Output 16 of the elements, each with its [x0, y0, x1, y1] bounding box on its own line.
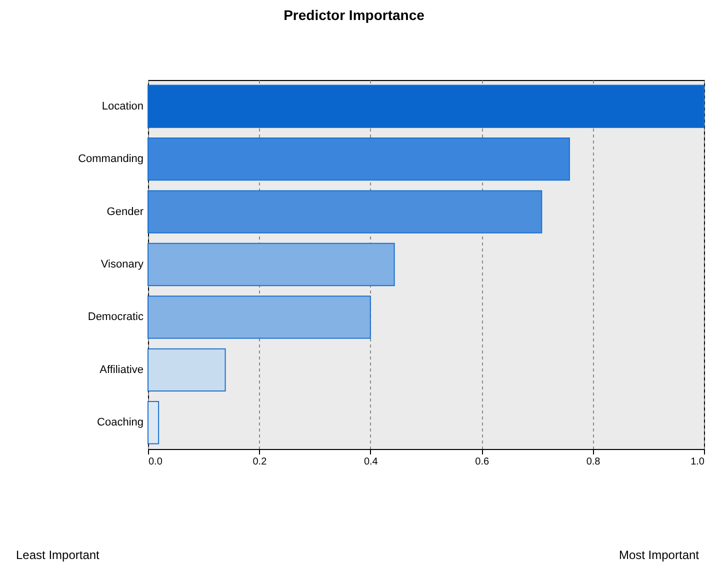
x-tick-label: 0.0 — [148, 456, 163, 468]
y-tick-label: Visonary — [100, 258, 144, 270]
y-tick-label: Gender — [106, 206, 144, 218]
text: Least Important — [16, 548, 100, 562]
y-tick-label: Commanding — [78, 153, 144, 166]
text: Most Important — [618, 548, 699, 562]
x-tick-label: 0.8 — [586, 456, 601, 468]
y-tick-label: Location — [102, 100, 144, 112]
x-tick-label: 1.0 — [690, 456, 705, 468]
x-tick-label: 0.2 — [252, 456, 268, 468]
x-tick-label: 0.4 — [364, 456, 378, 468]
y-tick-label: Coaching — [97, 416, 144, 429]
chart-title: Predictor Importance — [282, 7, 426, 23]
y-tick-label: Affiliative — [100, 364, 144, 376]
y-tick-label: Democratic — [88, 311, 144, 324]
x-tick-label: 0.6 — [475, 456, 490, 468]
